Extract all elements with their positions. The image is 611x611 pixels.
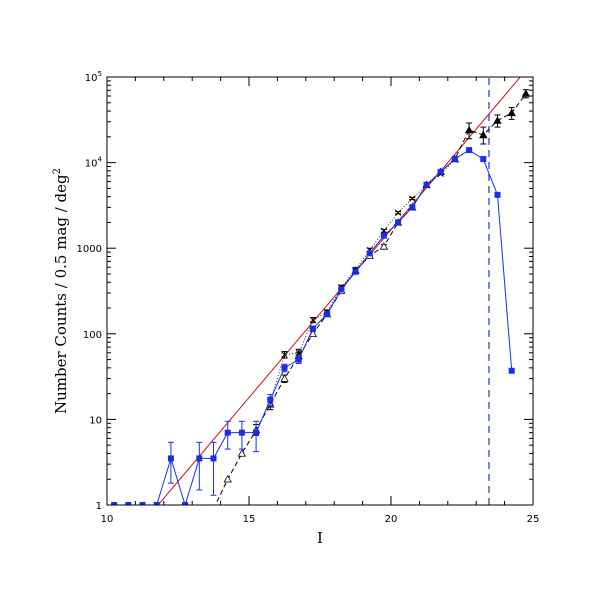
blue-square-point xyxy=(167,455,174,462)
triangle-point xyxy=(223,474,232,483)
blue-square-point xyxy=(437,168,444,175)
triangle-point xyxy=(237,449,247,457)
cross-point xyxy=(394,209,402,216)
triangle-point xyxy=(464,125,474,134)
y-tick-label-base: 100 xyxy=(83,330,102,341)
cross-point xyxy=(409,195,416,202)
cross-series-line xyxy=(269,159,456,403)
cross-point-stroke-b xyxy=(309,316,317,324)
x-axis-label: I xyxy=(317,529,323,547)
y-tick-label: 104 xyxy=(85,156,103,170)
blue-square-point xyxy=(267,396,274,403)
y-axis-label-text: Number Counts / 0.5 mag / deg xyxy=(52,174,70,414)
blue-square-point xyxy=(281,364,288,371)
triangle-point xyxy=(493,116,502,124)
blue-square-point xyxy=(380,232,387,239)
x-tick-label: 15 xyxy=(243,514,256,525)
y-axis-label-superscript: 2 xyxy=(52,168,63,174)
cross-point-stroke-b xyxy=(295,349,302,356)
triangle-point xyxy=(507,108,516,117)
y-tick-label: 10 xyxy=(89,415,102,426)
plot-content xyxy=(111,77,531,505)
blue-square-point xyxy=(366,250,373,257)
blue-square-point xyxy=(139,502,146,505)
blue-square-point xyxy=(196,455,203,462)
blue-square-point xyxy=(153,502,160,505)
cross-point-stroke-b xyxy=(380,227,388,234)
y-tick-label-superscript: 4 xyxy=(98,156,103,164)
cross-point-stroke-b xyxy=(281,351,288,358)
x-tick-label: 20 xyxy=(385,514,398,525)
blue-square-point xyxy=(309,325,316,332)
y-axis-label: Number Counts / 0.5 mag / deg2 xyxy=(52,168,70,414)
blue-square-point xyxy=(395,219,402,226)
triangle-point xyxy=(479,130,488,139)
y-tick-label: 1000 xyxy=(77,244,102,255)
y-tick-label-base: 10 xyxy=(89,415,102,426)
blue-square-point xyxy=(494,191,501,198)
blue-square-point xyxy=(409,204,416,211)
y-tick-label-base: 1000 xyxy=(77,244,102,255)
cross-point xyxy=(380,227,388,234)
blue-square-point xyxy=(125,502,132,505)
y-tick-label-base: 1 xyxy=(96,501,102,512)
x-tick-label: 10 xyxy=(101,514,114,525)
cross-point xyxy=(309,316,317,324)
blue-square-point xyxy=(324,311,331,318)
blue-square-point xyxy=(238,429,245,436)
blue-square-point xyxy=(480,156,487,163)
x-tick-label: 25 xyxy=(527,514,540,525)
blue-square-point xyxy=(210,455,217,462)
y-tick-label: 1 xyxy=(96,501,102,512)
blue-square-point xyxy=(111,502,118,505)
cross-point xyxy=(281,351,288,358)
triangle-point xyxy=(379,242,389,250)
y-tick-label-base: 10 xyxy=(85,73,98,84)
blue-square-point xyxy=(352,268,359,275)
triangle-point xyxy=(521,89,531,97)
cross-point-stroke-b xyxy=(394,209,402,216)
blue-square-point xyxy=(338,286,345,293)
plot-frame xyxy=(106,76,534,506)
blue-square-point xyxy=(224,429,231,436)
y-tick-label-base: 10 xyxy=(85,159,98,170)
blue-square-point xyxy=(466,147,473,154)
y-tick-label: 100 xyxy=(83,330,102,341)
blue-square-point xyxy=(451,156,458,163)
blue-square-point xyxy=(182,502,189,505)
y-tick-label: 105 xyxy=(85,70,102,84)
cross-point-stroke-b xyxy=(409,195,416,202)
triangle-point xyxy=(280,374,289,382)
blue-square-point xyxy=(508,367,515,374)
y-tick-label-superscript: 5 xyxy=(98,70,102,78)
blue-square-point xyxy=(423,181,430,188)
blue-square-point xyxy=(253,429,260,436)
blue-square-point xyxy=(295,356,302,363)
